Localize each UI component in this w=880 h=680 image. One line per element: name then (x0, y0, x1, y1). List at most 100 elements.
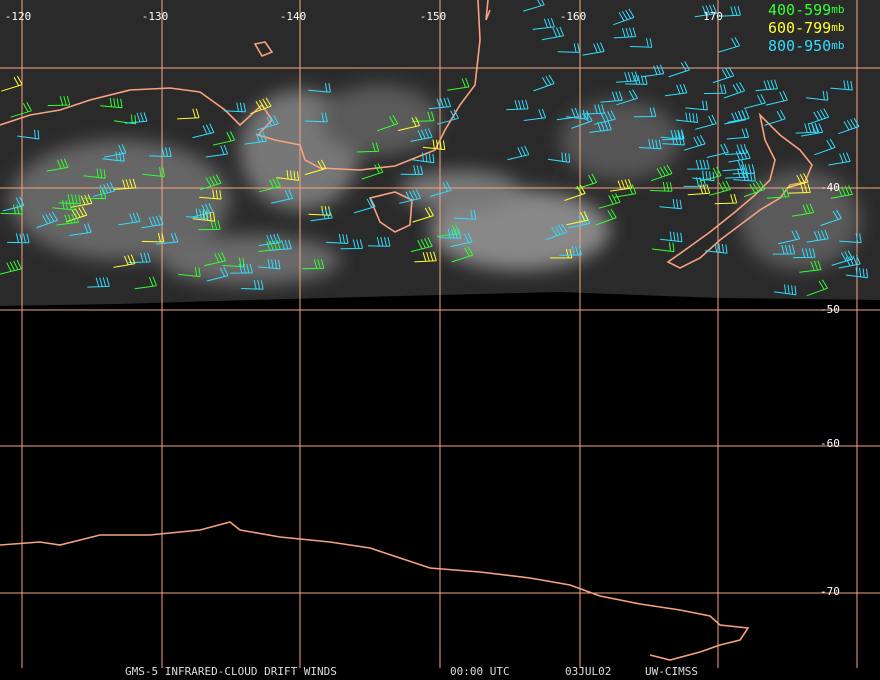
wind-barb (258, 258, 281, 270)
wind-barb (199, 174, 222, 191)
latitude-label: -70 (820, 585, 840, 598)
wind-barb (728, 149, 751, 163)
wind-barb (451, 246, 474, 263)
wind-barb (56, 213, 79, 226)
wind-barb (566, 109, 589, 120)
wind-barb (582, 104, 605, 115)
wind-barb (651, 164, 673, 182)
wind-barb (230, 263, 253, 274)
wind-barb (411, 111, 435, 122)
wind-barb (276, 170, 299, 181)
wind-barb (786, 173, 809, 189)
wind-barb (625, 75, 648, 85)
longitude-label: -150 (420, 10, 447, 23)
latitude-label: -40 (820, 181, 840, 194)
longitude-label: -160 (560, 10, 587, 23)
wind-barb (46, 158, 69, 172)
wind-barb (259, 177, 281, 193)
wind-barb (772, 244, 796, 255)
wind-barb (629, 38, 653, 48)
wind-barb (694, 4, 718, 18)
wind-barb (271, 189, 294, 204)
wind-barb (437, 109, 459, 125)
wind-barb (766, 187, 790, 199)
legend-range: 400-599 (768, 1, 831, 19)
wind-barb (113, 254, 136, 268)
wind-barb (600, 91, 623, 103)
wind-barb (718, 6, 741, 17)
wind-barb (705, 243, 728, 254)
wind-barb (692, 170, 715, 182)
wind-barb (118, 212, 141, 226)
legend-unit: mb (831, 21, 844, 34)
wind-barb (732, 164, 756, 175)
wind-barb (793, 248, 816, 259)
wind-barb (1, 75, 23, 92)
wind-barb (571, 112, 593, 129)
wind-barb (799, 260, 822, 273)
wind-barb (712, 66, 735, 84)
legend-entry: 400-599mb (768, 1, 844, 19)
wind-barb (438, 228, 462, 239)
latitude-label: -50 (820, 303, 840, 316)
wind-barb (422, 139, 446, 151)
wind-barb (724, 110, 747, 125)
wind-barb (244, 132, 267, 145)
longitude-label: -120 (5, 10, 32, 23)
wind-barb (65, 206, 88, 223)
wind-barb (7, 233, 30, 244)
wind-barb (566, 211, 589, 226)
wind-barb (113, 178, 137, 190)
graticule-labels: -120 -130 -140 -150 -160 170 -40 -50 -60 -70 (5, 10, 840, 598)
wind-barb (447, 77, 470, 91)
wind-barb (795, 122, 819, 134)
wind-barb (774, 284, 797, 296)
wind-barb (683, 135, 706, 151)
wind-barb (177, 108, 200, 120)
wind-barb (36, 211, 58, 229)
legend-entry: 800-950mb (768, 37, 844, 55)
wind-barb (828, 152, 851, 166)
footer-date: 03JUL02 (565, 665, 611, 678)
wind-barb (83, 168, 106, 179)
wind-barb (192, 211, 216, 222)
wind-barb (564, 184, 586, 201)
wind-barb (83, 189, 107, 200)
wind-barb (0, 204, 23, 215)
footer-product: GMS-5 INFRARED-CLOUD DRIFT WINDS (125, 665, 337, 678)
wind-barb (256, 114, 279, 131)
wind-barb (814, 138, 836, 156)
wind-barb (733, 171, 756, 182)
wind-barb (397, 116, 421, 131)
wind-barb (642, 64, 665, 78)
wind-barb (533, 74, 555, 92)
wind-barb (141, 215, 164, 229)
legend-unit: mb (831, 3, 844, 16)
wind-barb (582, 42, 605, 56)
wind-barb (545, 223, 568, 241)
wind-barb (687, 184, 711, 196)
wind-barb (340, 239, 363, 250)
wind-barb (258, 240, 281, 252)
wind-barb (428, 97, 452, 110)
wind-barb (198, 220, 221, 231)
wind-barb (598, 193, 621, 209)
wind-barb (204, 251, 227, 267)
wind-barb (556, 107, 580, 121)
wind-barb (709, 180, 731, 196)
longitude-label: 170 (703, 10, 723, 23)
wind-barb (47, 95, 71, 107)
wind-barb (839, 233, 862, 244)
wind-barb (141, 232, 165, 243)
wind-barb (308, 82, 331, 93)
wind-barb (830, 185, 853, 199)
wind-barb (668, 61, 690, 78)
wind-barb (650, 181, 673, 192)
wind-barb (652, 242, 675, 253)
wind-barb (683, 177, 707, 187)
wind-barb (820, 209, 842, 226)
wind-barb (305, 112, 328, 123)
wind-barb (595, 208, 617, 226)
